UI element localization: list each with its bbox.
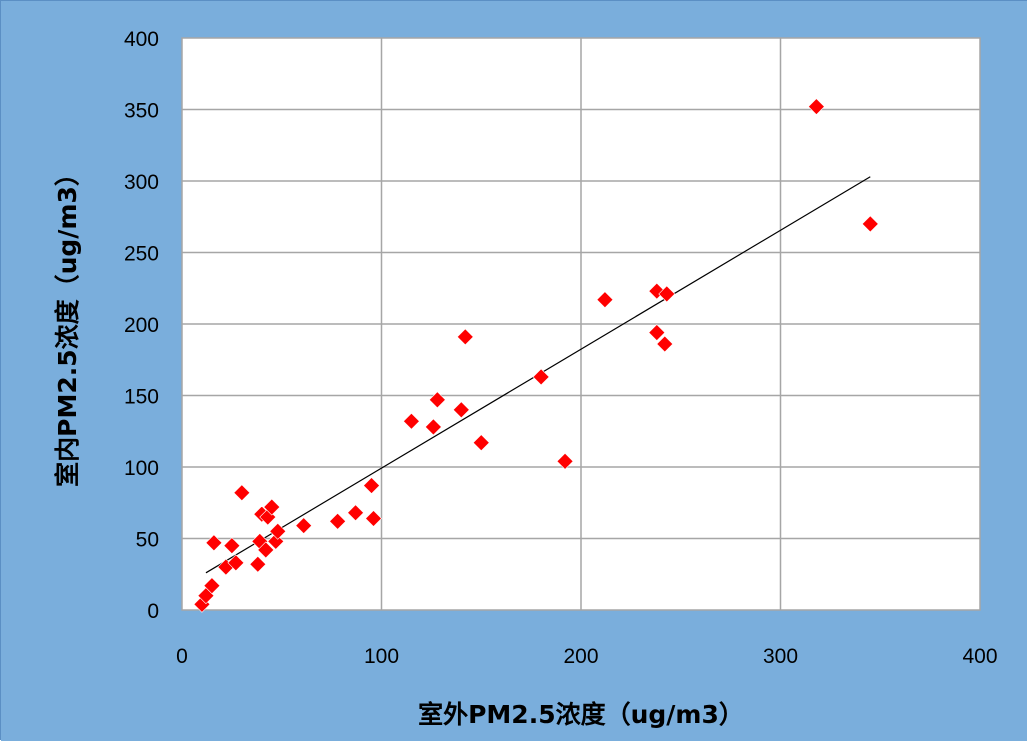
- data-point: [223, 537, 241, 555]
- data-point: [656, 335, 674, 353]
- x-axis-title: 室外PM2.5浓度（ug/m3）: [418, 700, 744, 729]
- x-tick-label: 200: [563, 645, 598, 668]
- data-point: [807, 98, 825, 116]
- data-point: [205, 534, 223, 552]
- y-tick-label: 200: [124, 314, 159, 337]
- data-point: [556, 452, 574, 470]
- data-point: [269, 522, 287, 540]
- data-point: [596, 291, 614, 309]
- y-tick-label: 100: [124, 457, 159, 480]
- data-point: [658, 285, 676, 303]
- data-point: [227, 554, 245, 572]
- data-point: [329, 512, 347, 530]
- data-point: [424, 418, 442, 436]
- data-point: [347, 504, 364, 522]
- y-tick-label: 150: [124, 386, 159, 409]
- data-point: [428, 391, 446, 409]
- data-point: [363, 477, 380, 495]
- y-axis-ticks: 0 50 100 150 200 250 300 350 400: [124, 28, 159, 623]
- y-tick-label: 300: [124, 171, 159, 194]
- data-point: [249, 555, 267, 573]
- data-point: [452, 401, 470, 419]
- data-point: [456, 328, 474, 346]
- data-point: [365, 510, 382, 527]
- y-tick-label: 400: [124, 28, 159, 51]
- x-axis-ticks: 0 100 200 300 400: [176, 645, 997, 668]
- y-tick-label: 250: [124, 243, 159, 266]
- y-tick-label: 350: [124, 100, 159, 123]
- data-point: [203, 577, 221, 595]
- y-axis-title: 室内PM2.5浓度（ug/m3）: [53, 161, 82, 487]
- gridlines: [182, 38, 980, 610]
- data-point: [403, 412, 420, 430]
- x-tick-label: 300: [763, 645, 798, 668]
- data-points: [193, 98, 879, 613]
- data-point: [648, 324, 666, 342]
- data-point: [861, 215, 879, 233]
- x-tick-label: 400: [962, 645, 997, 668]
- data-point: [233, 484, 251, 502]
- data-point: [532, 368, 550, 386]
- y-tick-label: 50: [136, 529, 159, 552]
- data-point: [257, 541, 275, 559]
- data-point: [263, 498, 281, 516]
- data-point: [472, 434, 490, 452]
- y-tick-label: 0: [147, 600, 159, 623]
- x-tick-label: 0: [176, 645, 188, 668]
- data-point: [295, 517, 313, 535]
- x-tick-label: 100: [364, 645, 399, 668]
